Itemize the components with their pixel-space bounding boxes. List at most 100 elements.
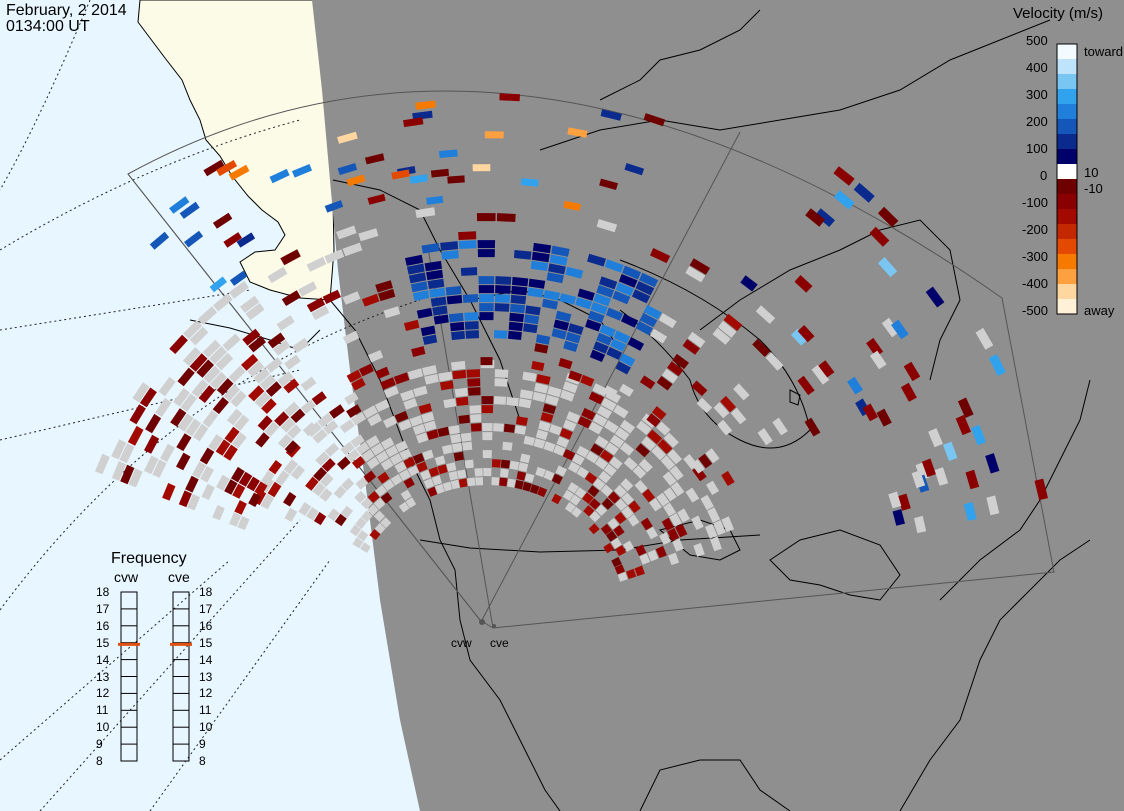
echo-cell [410,281,428,293]
echo-cell [740,275,758,292]
echo-cell [395,440,409,453]
echo-cell [284,440,299,455]
echo-cell [398,501,410,513]
echo-cell [202,410,219,428]
echo-cell [313,467,327,482]
colorbar-swatch [1057,74,1077,90]
echo-cell [661,517,674,531]
echo-cell [584,472,598,485]
echo-cell [531,360,545,372]
echo-cell [257,415,273,431]
frequency-scale-number: 10 [96,720,110,735]
echo-cell [620,419,635,434]
echo-cell [691,515,704,530]
echo-cell [651,406,667,421]
echo-cell [878,257,898,278]
echo-cell [305,476,319,491]
echo-cell [649,498,662,512]
echo-cell [635,544,647,556]
echo-cell [509,312,525,323]
colorbar-tick: -200 [1022,222,1049,237]
echo-cell [721,470,735,486]
echo-cell [635,443,650,458]
echo-cell [720,395,736,413]
echo-cell [202,339,221,358]
colorbar-swatch [1057,284,1077,300]
echo-cell [480,357,493,366]
echo-cell [606,346,623,360]
echo-cell [530,260,549,271]
echo-cell [375,280,393,293]
echo-cell [291,164,312,178]
echo-cell [264,421,280,437]
echo-cell [607,517,620,530]
echo-cell [254,481,268,496]
echo-cell [527,287,544,298]
echo-cell [957,397,974,418]
echo-cell [290,464,305,480]
echo-cell [537,486,548,498]
echo-cell [642,488,656,503]
echo-cell [518,462,529,472]
echo-cell [191,379,209,398]
echo-cell [369,529,381,540]
echo-cell [805,208,826,227]
echo-cell [892,509,905,526]
echo-cell [226,408,243,426]
echo-cell [565,266,584,279]
echo-cell [319,488,333,502]
echo-cell [212,505,225,521]
echo-cell [639,375,656,390]
echo-cell [523,323,538,334]
echo-cell [614,498,628,511]
echo-cell [562,449,576,461]
echo-cell [494,378,508,387]
echo-cell [284,354,301,370]
echo-cell [494,330,508,339]
echo-cell [193,423,209,442]
echo-cell [232,483,246,499]
echo-cell [462,294,478,303]
echo-cell [440,241,459,251]
frequency-scale-number: 18 [199,585,213,599]
echo-cell [627,337,645,351]
echo-cell [592,478,606,491]
echo-cell [453,451,464,462]
echo-cell [601,497,614,510]
echo-cell [672,353,689,370]
echo-cell [555,310,572,322]
echo-cell [869,226,890,247]
echo-cell [590,443,604,456]
echo-cell [609,434,625,448]
echo-cell [439,380,454,391]
echo-cell [183,320,203,340]
colorbar-pos-threshold: 10 [1084,165,1099,180]
echo-cell [429,287,446,298]
echo-cell [403,398,418,410]
echo-cell [433,314,449,325]
echo-cell [298,502,312,516]
echo-cell [185,418,201,437]
echo-cell [346,404,362,418]
site-cve-marker [492,624,496,628]
echo-cell [659,532,671,545]
echo-cell [656,492,670,507]
echo-cell [576,445,590,458]
echo-cell [412,110,433,121]
echo-cell [324,442,340,457]
echo-cell [641,436,657,451]
echo-cell [596,219,618,233]
echo-cell [300,376,317,392]
echo-cell [447,175,465,184]
echo-cell [562,489,574,501]
echo-cell [283,459,299,475]
echo-cell [445,286,462,296]
echo-cell [484,131,504,139]
echo-cell [119,443,135,464]
colorbar-swatch [1057,239,1077,255]
echo-cell [415,432,429,444]
echo-cell [176,452,191,471]
echo-cell [467,378,481,387]
echo-cell [650,328,668,344]
echo-cell [567,482,579,494]
